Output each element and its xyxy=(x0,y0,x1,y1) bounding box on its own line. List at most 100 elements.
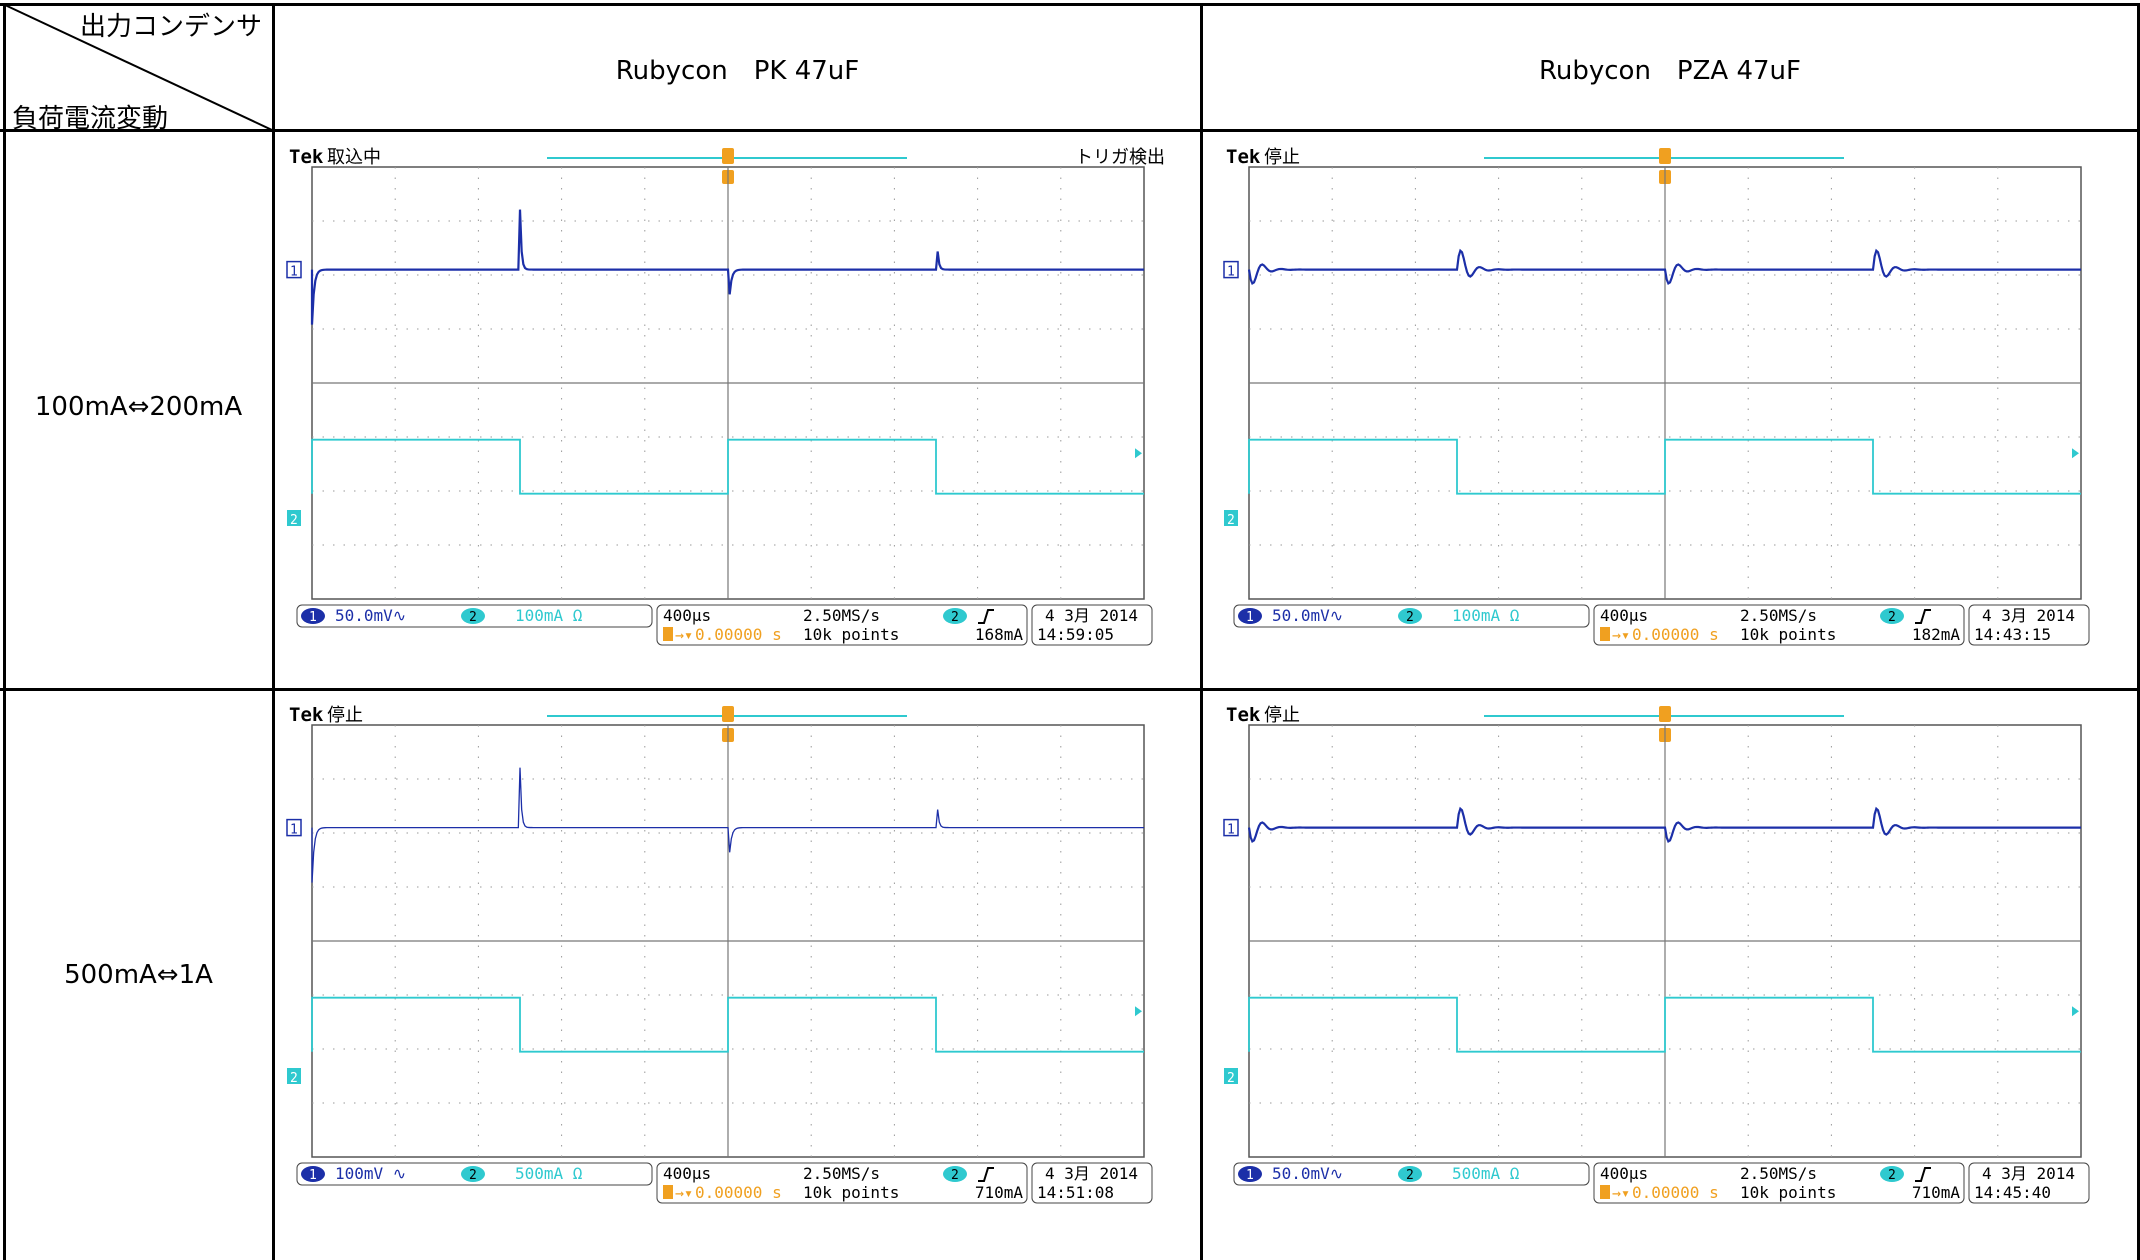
ch2-readout-num: 2 xyxy=(1406,1168,1414,1183)
sample-rate: 2.50MS/s xyxy=(1740,1164,1817,1183)
table-col-divider-2 xyxy=(1200,3,1203,1260)
ch1-readout-num: 1 xyxy=(309,1168,317,1183)
rising-edge-icon xyxy=(978,609,994,624)
trigger-level-value: 710mA xyxy=(975,1183,1024,1202)
row-label-100ma-200ma: 100mA⇔200mA xyxy=(34,392,243,422)
ch2-ground-marker xyxy=(287,510,301,526)
trigger-level-arrow xyxy=(2072,448,2079,459)
capture-date: 4 3月 2014 xyxy=(1982,1164,2075,1183)
ch2-waveform xyxy=(1248,996,2081,1053)
scope-screenshot-r1c1: Tek 取込中 トリガ検出 1 2 1 50.0mV∿ 2 100mA Ω 400µs 2.50MS… xyxy=(285,140,1175,660)
trigger-arrow-glyph: →▾ xyxy=(1612,1184,1630,1202)
ch2-ground-marker xyxy=(1224,1068,1238,1084)
trigger-level-value: 168mA xyxy=(975,625,1024,644)
ch1-marker-label: 1 xyxy=(1227,265,1235,280)
ch1-ground-marker xyxy=(1223,818,1239,837)
timebase-value: 400µs xyxy=(1600,606,1648,625)
datetime-readout-box xyxy=(1968,604,2090,646)
timebase-readout-box xyxy=(1593,604,1965,646)
ch1-scale: 100mV ∿ xyxy=(335,1164,406,1183)
capture-time: 14:43:15 xyxy=(1974,625,2051,644)
ch2-scale: 100mA Ω xyxy=(515,606,583,625)
ch1-waveform xyxy=(1247,248,2081,286)
scope-brand: Tek xyxy=(1226,704,1261,726)
ch2-waveform xyxy=(1248,438,2081,495)
trigger-position-icon xyxy=(1659,148,1671,164)
graticule-dots xyxy=(312,167,1144,599)
scope-brand: Tek xyxy=(1226,146,1261,168)
scope-svg: Tek 停止 1 2 1 50.0mV∿ 2 500mA Ω 400µs 2.50MS/s →▾ 0.… xyxy=(1223,704,2090,1204)
corner-label-bottom: 負荷電流変動 xyxy=(12,104,169,134)
trigger-source-badge xyxy=(1880,1166,1904,1182)
ch1-ground-marker xyxy=(1223,260,1239,279)
trigger-position-icon xyxy=(1659,706,1671,722)
ch2-marker-label: 2 xyxy=(290,1071,298,1086)
scope-brand: Tek xyxy=(289,704,324,726)
ch1-waveform xyxy=(1247,806,2081,844)
ch2-scale: 100mA Ω xyxy=(1452,606,1520,625)
table-border-left xyxy=(3,3,6,1260)
sample-rate: 2.50MS/s xyxy=(1740,606,1817,625)
trigger-source-num: 2 xyxy=(951,610,959,625)
trigger-pos-icon xyxy=(663,1185,673,1199)
ch2-readout-num: 2 xyxy=(469,610,477,625)
ch2-readout-num: 2 xyxy=(469,1168,477,1183)
table-col-divider-1 xyxy=(272,3,275,1260)
trigger-level-arrow xyxy=(1135,448,1142,459)
trigger-level-arrow xyxy=(2072,1006,2079,1017)
timebase-value: 400µs xyxy=(1600,1164,1648,1183)
record-length: 10k points xyxy=(803,625,899,644)
graticule-dots xyxy=(1249,167,2081,599)
ch2-marker-label: 2 xyxy=(1227,513,1235,528)
trigger-level-value: 182mA xyxy=(1912,625,1961,644)
timebase-value: 400µs xyxy=(663,606,711,625)
trigger-position-icon xyxy=(722,706,734,722)
trigger-level-value: 710mA xyxy=(1912,1183,1961,1202)
trigger-pos-icon xyxy=(663,627,673,641)
scope-brand: Tek xyxy=(289,146,324,168)
ch2-marker-label: 2 xyxy=(1227,1071,1235,1086)
ch1-readout-badge xyxy=(1238,1166,1262,1182)
ch1-readout-num: 1 xyxy=(309,610,317,625)
scope-svg: Tek 停止 1 2 1 50.0mV∿ 2 100mA Ω 400µs 2.50MS/s →▾ 0.… xyxy=(1223,146,2090,646)
ch2-readout-badge xyxy=(461,608,485,624)
ch1-ground-marker xyxy=(286,260,302,279)
datetime-readout-box xyxy=(1968,1162,2090,1204)
trigger-level-arrow xyxy=(1135,1006,1142,1017)
trigger-arrow-glyph: →▾ xyxy=(675,1184,693,1202)
ch1-marker-label: 1 xyxy=(290,823,298,838)
scope-acq-state: 停止 xyxy=(1264,147,1300,168)
trigger-arrow-glyph: →▾ xyxy=(675,626,693,644)
scope-acq-state: 停止 xyxy=(327,705,363,726)
trigger-source-num: 2 xyxy=(1888,610,1896,625)
trigger-source-num: 2 xyxy=(951,1168,959,1183)
scope-acq-state: 取込中 xyxy=(327,147,381,168)
ch1-readout-badge xyxy=(1238,608,1262,624)
ch2-scale: 500mA Ω xyxy=(1452,1164,1520,1183)
scope-svg: Tek 停止 1 2 1 100mV ∿ 2 500mA Ω 400µs 2.50MS/s →▾ 0.… xyxy=(286,704,1153,1204)
ch1-readout-num: 1 xyxy=(1246,1168,1254,1183)
capture-time: 14:59:05 xyxy=(1037,625,1114,644)
row-label-500ma-1a: 500mA⇔1A xyxy=(64,960,213,990)
ch2-waveform xyxy=(311,996,1144,1053)
datetime-readout-box xyxy=(1031,1162,1153,1204)
trigger-position-value: 0.00000 s xyxy=(1632,625,1719,644)
ch1-waveform xyxy=(310,209,1144,325)
trigger-position-icon xyxy=(722,148,734,164)
table-border-top xyxy=(0,3,2140,6)
graticule-dots xyxy=(312,725,1144,1157)
scope-trigger-status: トリガ検出 xyxy=(1075,147,1165,168)
column-header-pk: Rubycon PK 47uF xyxy=(615,56,860,86)
sample-rate: 2.50MS/s xyxy=(803,1164,880,1183)
ch1-readout-badge xyxy=(301,1166,325,1182)
timebase-readout-box xyxy=(656,1162,1028,1204)
capture-time: 14:51:08 xyxy=(1037,1183,1114,1202)
scope-svg: Tek 取込中 トリガ検出 1 2 1 50.0mV∿ 2 100mA Ω 400µs 2.50MS… xyxy=(286,146,1165,646)
rising-edge-icon xyxy=(978,1167,994,1182)
ch2-ground-marker xyxy=(287,1068,301,1084)
trigger-pos-icon xyxy=(1600,627,1610,641)
table-header-divider xyxy=(0,129,2140,132)
trigger-source-num: 2 xyxy=(1888,1168,1896,1183)
ch2-waveform xyxy=(311,438,1144,495)
